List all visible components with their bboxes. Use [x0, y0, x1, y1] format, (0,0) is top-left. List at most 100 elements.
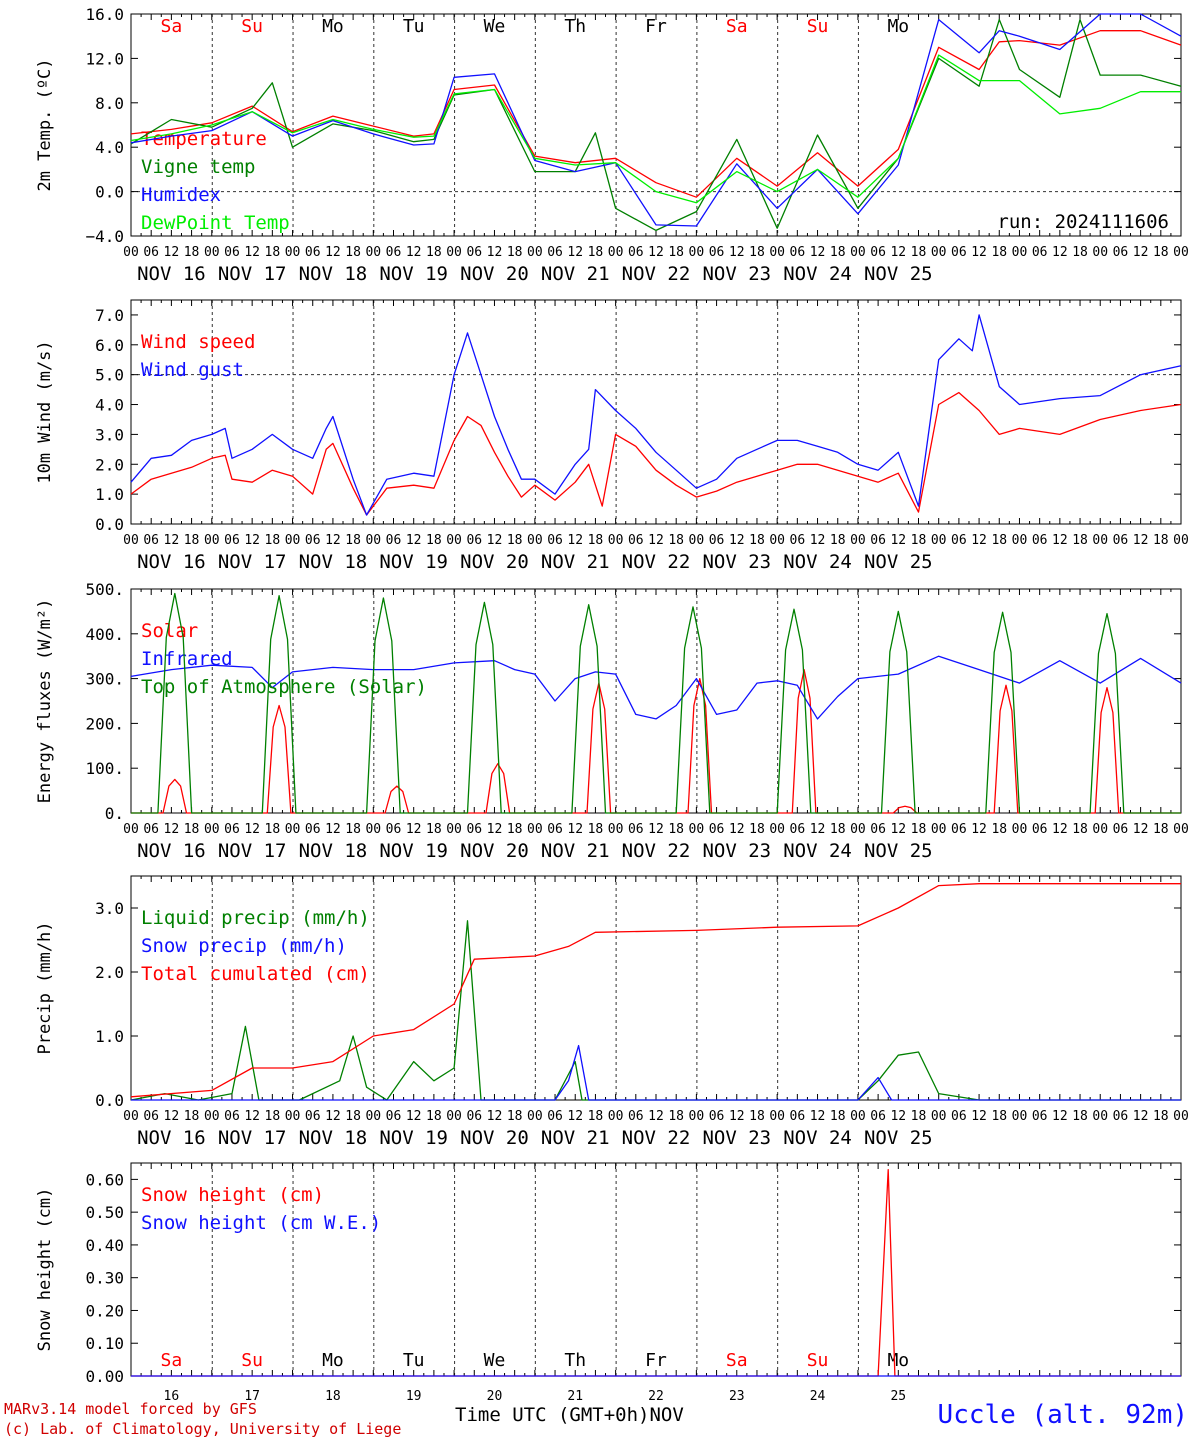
hour-tick-label: 00: [285, 1109, 301, 1124]
hour-tick-label: 18: [1072, 1109, 1088, 1124]
hour-tick-label: 18: [507, 822, 523, 837]
hour-tick-label: 18: [184, 822, 200, 837]
day-number-label: 22: [648, 1389, 664, 1404]
weekday-label: Tu: [403, 16, 425, 37]
hour-tick-label: 12: [164, 822, 180, 837]
y-tick-label: 1.0: [95, 485, 124, 504]
y-tick-label: 0.20: [85, 1301, 124, 1320]
series-line-1: [130, 18, 1182, 232]
hour-tick-label: 18: [668, 245, 684, 260]
hour-tick-label: 06: [870, 533, 886, 548]
legend-entry: Snow height (cm): [141, 1184, 324, 1206]
series-line-2: [130, 13, 1182, 227]
hour-tick-label: 18: [911, 822, 927, 837]
hour-tick-label: 06: [628, 533, 644, 548]
hour-tick-label: 00: [769, 1109, 785, 1124]
date-label: NOV 16: [137, 840, 206, 862]
hour-tick-label: 06: [709, 1109, 725, 1124]
day-number-label: 20: [487, 1389, 503, 1404]
hour-tick-label: 06: [224, 1109, 240, 1124]
hour-tick-label: 00: [931, 822, 947, 837]
hour-tick-label: 00: [365, 822, 381, 837]
hour-tick-label: 18: [1153, 245, 1169, 260]
date-label: NOV 24: [783, 1127, 852, 1149]
hour-tick-label: 00: [527, 245, 543, 260]
hour-tick-label: 00: [285, 245, 301, 260]
day-number-label: 23: [729, 1389, 745, 1404]
hour-tick-label: 12: [567, 822, 583, 837]
hour-tick-label: 00: [446, 1109, 462, 1124]
y-tick-label: −4.0: [85, 227, 124, 246]
hour-tick-label: 00: [446, 245, 462, 260]
hour-tick-label: 18: [749, 533, 765, 548]
hour-tick-label: 12: [729, 1109, 745, 1124]
hour-tick-label: 12: [487, 245, 503, 260]
date-label: NOV 20: [460, 263, 529, 285]
hour-tick-label: 18: [588, 533, 604, 548]
legend-entry: Total cumulated (cm): [141, 963, 370, 985]
lab-credit: (c) Lab. of Climatology, University of L…: [4, 1420, 402, 1438]
day-number-label: 17: [244, 1389, 260, 1404]
hour-tick-label: 00: [689, 533, 705, 548]
hour-tick-label: 00: [689, 1109, 705, 1124]
hour-tick-label: 12: [244, 822, 260, 837]
hour-tick-label: 12: [890, 245, 906, 260]
y-tick-label: 4.0: [95, 138, 124, 157]
station-label: Uccle (alt. 92m): [937, 1400, 1188, 1430]
legend-entry: Liquid precip (mm/h): [141, 907, 370, 929]
hour-tick-label: 12: [810, 1109, 826, 1124]
hour-tick-label: 18: [184, 1109, 200, 1124]
hour-tick-label: 00: [204, 245, 220, 260]
hour-tick-label: 12: [325, 245, 341, 260]
y-tick-label: 12.0: [85, 49, 124, 68]
y-tick-label: 4.0: [95, 396, 124, 415]
hour-tick-label: 18: [265, 1109, 281, 1124]
legend-entry: Snow height (cm W.E.): [141, 1212, 381, 1234]
hour-tick-label: 06: [143, 822, 159, 837]
hour-tick-label: 18: [830, 1109, 846, 1124]
hour-tick-label: 06: [386, 533, 402, 548]
y-axis-label: Precip (mm/h): [35, 921, 55, 1054]
weekday-label: Th: [564, 1350, 586, 1371]
weekday-label: Mo: [887, 1350, 909, 1371]
hour-tick-label: 06: [547, 533, 563, 548]
weekday-label: Fr: [645, 16, 667, 37]
hour-tick-label: 06: [305, 245, 321, 260]
hour-tick-label: 18: [911, 245, 927, 260]
hour-tick-label: 18: [507, 533, 523, 548]
weekday-label: We: [484, 1350, 506, 1371]
date-label: NOV 18: [299, 840, 368, 862]
hour-tick-label: 18: [749, 245, 765, 260]
y-tick-label: 200.: [85, 714, 124, 733]
y-tick-label: 0.10: [85, 1334, 124, 1353]
y-tick-label: 2.0: [95, 963, 124, 982]
hour-tick-label: 12: [487, 533, 503, 548]
series-line-1: [130, 314, 1182, 516]
hour-tick-label: 06: [1113, 245, 1129, 260]
plot-frame: [130, 13, 1182, 237]
hour-tick-label: 00: [285, 533, 301, 548]
hour-tick-label: 12: [244, 533, 260, 548]
series-line-0: [130, 391, 1182, 516]
hour-tick-label: 00: [931, 533, 947, 548]
date-label: NOV 20: [460, 1127, 529, 1149]
hour-tick-label: 18: [265, 533, 281, 548]
hour-tick-label: 00: [1173, 245, 1189, 260]
hour-tick-label: 18: [911, 533, 927, 548]
hour-tick-label: 12: [890, 1109, 906, 1124]
legend-entry: Wind gust: [141, 359, 244, 381]
hour-tick-label: 00: [1092, 822, 1108, 837]
hour-tick-label: 00: [123, 1109, 139, 1124]
hour-tick-label: 12: [567, 1109, 583, 1124]
legend-entry: Wind speed: [141, 331, 255, 353]
panel-0: 16.0 12.0 8.0 4.0 0.0 −4.0 2m Temp. (ºC) 00 06 12…: [35, 5, 1189, 285]
hour-tick-label: 12: [487, 1109, 503, 1124]
hour-tick-label: 00: [527, 533, 543, 548]
hour-tick-label: 18: [426, 245, 442, 260]
hour-tick-label: 00: [608, 1109, 624, 1124]
date-label: NOV 25: [864, 1127, 933, 1149]
hour-tick-label: 06: [386, 1109, 402, 1124]
hour-tick-label: 12: [1133, 822, 1149, 837]
x-axis-title: Time UTC (GMT+0h)NOV: [455, 1404, 684, 1426]
hour-tick-label: 00: [689, 245, 705, 260]
